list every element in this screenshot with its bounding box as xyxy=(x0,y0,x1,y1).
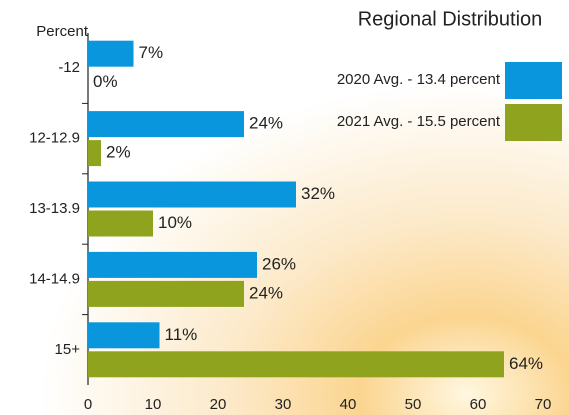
value-label: 64% xyxy=(509,354,543,373)
y-tick-label: 14-14.9 xyxy=(29,270,80,287)
bar xyxy=(88,252,257,278)
bar xyxy=(88,111,244,137)
value-label: 0% xyxy=(93,72,118,91)
chart-title: Regional Distribution xyxy=(358,8,543,30)
y-tick-label: 13-13.9 xyxy=(29,200,80,217)
bar xyxy=(88,41,134,67)
legend-swatch xyxy=(505,104,562,141)
x-tick-label: 20 xyxy=(210,396,227,413)
y-tick-label: 15+ xyxy=(55,341,81,358)
chart: Regional Distribution Percent 0 10 20 30 40 5… xyxy=(0,0,569,415)
x-tick-label: 70 xyxy=(535,396,552,413)
y-tick-label: -12 xyxy=(58,59,80,76)
legend-label: 2021 Avg. - 15.5 percent xyxy=(337,113,501,130)
x-tick-label: 10 xyxy=(145,396,162,413)
bar xyxy=(88,351,504,377)
value-label: 7% xyxy=(139,43,164,62)
value-label: 2% xyxy=(106,143,131,162)
value-label: 24% xyxy=(249,114,283,133)
x-tick-label: 30 xyxy=(275,396,292,413)
legend-label: 2020 Avg. - 13.4 percent xyxy=(337,71,501,88)
legend-swatch xyxy=(505,62,562,99)
value-label: 32% xyxy=(301,184,335,203)
bar xyxy=(88,322,160,348)
bar xyxy=(88,281,244,307)
x-tick-label: 60 xyxy=(470,396,487,413)
value-label: 24% xyxy=(249,283,283,302)
value-label: 26% xyxy=(262,254,296,273)
axis-label: Percent xyxy=(36,23,89,40)
x-tick-label: 40 xyxy=(340,396,357,413)
x-tick-label: 0 xyxy=(84,396,92,413)
bar xyxy=(88,140,101,166)
y-tick-label: 12-12.9 xyxy=(29,130,80,147)
value-label: 11% xyxy=(165,325,198,344)
x-tick-label: 50 xyxy=(405,396,422,413)
bar xyxy=(88,182,296,208)
bar xyxy=(88,211,153,237)
value-label: 10% xyxy=(158,213,192,232)
